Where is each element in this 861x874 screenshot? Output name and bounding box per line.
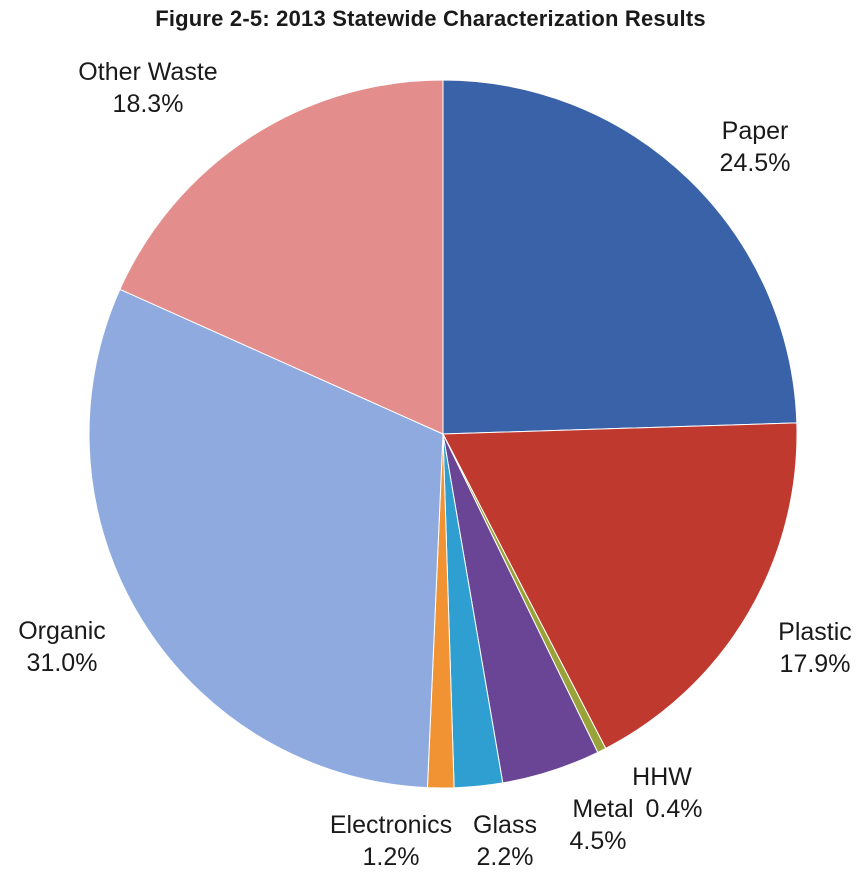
slice-label-paper: Paper 24.5% (720, 117, 791, 177)
slice-category-name: Organic (18, 617, 106, 645)
slice-label-metal: Metal 4.5% (570, 795, 634, 855)
slice-percent-label: 31.0% (27, 649, 98, 677)
slice-percent-label: 0.4% (646, 795, 703, 823)
slice-percent-label: 2.2% (477, 843, 534, 871)
slice-category-name: Metal (572, 795, 633, 823)
slice-percent-label: 4.5% (570, 827, 627, 855)
pie-labels: Paper 24.5% Plastic 17.9% HHW 0.4% Metal 4.5% Gl… (18, 58, 852, 871)
slice-category-name: Glass (473, 811, 537, 839)
slice-category-name: HHW (632, 763, 692, 791)
slice-label-plastic: Plastic 17.9% (778, 618, 852, 678)
chart-title: Figure 2-5: 2013 Statewide Characterizat… (155, 6, 706, 31)
pie-slice-organic (88, 288, 444, 789)
slice-category-name: Plastic (778, 618, 852, 646)
slice-label-electronics: Electronics 1.2% (330, 811, 452, 871)
slice-percent-label: 17.9% (780, 650, 851, 678)
slice-label-hhw: HHW 0.4% (632, 763, 702, 823)
slice-category-name: Paper (722, 117, 789, 145)
slice-percent-label: 1.2% (363, 843, 420, 871)
slice-label-glass: Glass 2.2% (473, 811, 537, 871)
pie-slices (88, 79, 798, 789)
slice-label-other-waste: Other Waste 18.3% (78, 58, 217, 118)
pie-slice-plastic (442, 422, 798, 750)
slice-percent-label: 24.5% (720, 149, 791, 177)
pie-slice-paper (442, 79, 798, 435)
slice-category-name: Other Waste (78, 58, 217, 86)
slice-percent-label: 18.3% (113, 90, 184, 118)
slice-category-name: Electronics (330, 811, 452, 839)
slice-label-organic: Organic 31.0% (18, 617, 106, 677)
pie-slice-other-waste (119, 79, 444, 435)
